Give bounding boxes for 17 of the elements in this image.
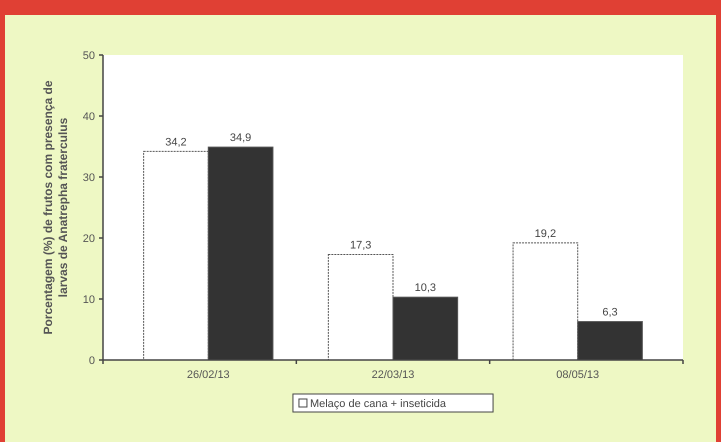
x-tick-label: 22/03/13 [372,369,414,381]
data-label: 17,3 [350,239,372,252]
x-tick-label: 26/02/13 [186,369,230,381]
data-label: 19,2 [534,228,556,240]
y-tick-label: 20 [82,233,95,245]
text: Melaço de cana + inseticida [310,398,447,410]
y-tick-label: 10 [82,294,95,306]
data-label: 34,2 [165,136,187,148]
y-axis-title: Porcentagem (%) de frutos com presença de larvas de Anatrepha fraterculus [41,80,70,335]
y-tick-label: 30 [82,172,95,184]
y-tick-label: 40 [82,111,95,123]
data-label: 10,3 [414,282,436,294]
y-tick-label: 50 [82,50,95,62]
data-label: 34,9 [230,132,252,144]
data-label: 6,3 [602,306,618,319]
x-tick-label: 08/05/13 [556,369,600,381]
y-tick-label: 0 [88,355,95,367]
